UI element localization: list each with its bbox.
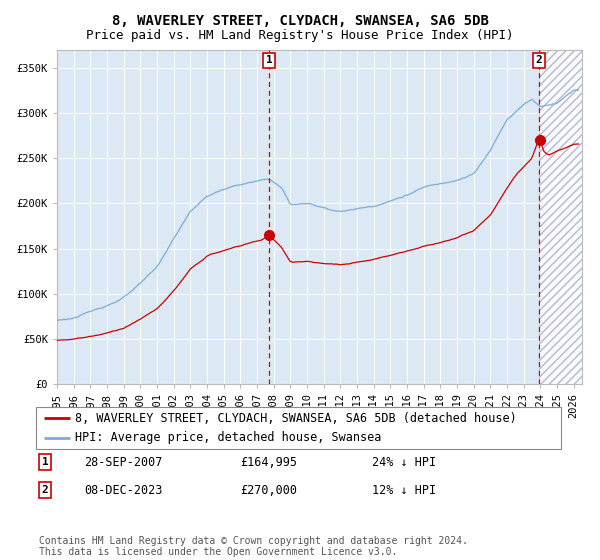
Text: 8, WAVERLEY STREET, CLYDACH, SWANSEA, SA6 5DB: 8, WAVERLEY STREET, CLYDACH, SWANSEA, SA… (112, 14, 488, 28)
Text: 1: 1 (266, 55, 273, 66)
Text: Contains HM Land Registry data © Crown copyright and database right 2024.
This d: Contains HM Land Registry data © Crown c… (39, 535, 468, 557)
Bar (539, 50, 599, 384)
Text: £164,995: £164,995 (240, 455, 297, 469)
Text: 1: 1 (41, 457, 49, 467)
Text: HPI: Average price, detached house, Swansea: HPI: Average price, detached house, Swan… (76, 431, 382, 444)
Text: £270,000: £270,000 (240, 483, 297, 497)
Text: 2: 2 (41, 485, 49, 495)
Text: Price paid vs. HM Land Registry's House Price Index (HPI): Price paid vs. HM Land Registry's House … (86, 29, 514, 42)
Text: 2: 2 (536, 55, 542, 66)
Text: 12% ↓ HPI: 12% ↓ HPI (372, 483, 436, 497)
Text: 24% ↓ HPI: 24% ↓ HPI (372, 455, 436, 469)
Text: 28-SEP-2007: 28-SEP-2007 (84, 455, 163, 469)
Text: 08-DEC-2023: 08-DEC-2023 (84, 483, 163, 497)
FancyBboxPatch shape (36, 407, 561, 449)
Text: 8, WAVERLEY STREET, CLYDACH, SWANSEA, SA6 5DB (detached house): 8, WAVERLEY STREET, CLYDACH, SWANSEA, SA… (76, 412, 517, 425)
